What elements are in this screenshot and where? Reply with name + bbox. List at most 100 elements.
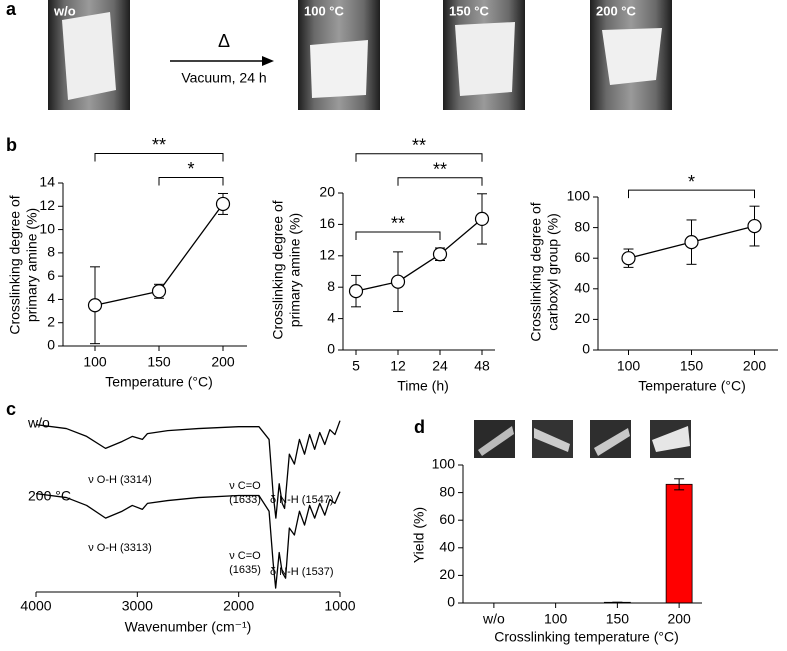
y-tick-label: 8	[47, 244, 55, 260]
y-axis-label: Crosslinking degree of	[7, 195, 23, 334]
significance-bracket	[355, 153, 483, 162]
panel-label: d	[414, 417, 425, 437]
marker	[215, 196, 231, 212]
significance-label: **	[391, 214, 405, 234]
photo-label: 200 °C	[596, 3, 637, 18]
photo	[650, 420, 691, 458]
y-tick-label: 8	[327, 278, 335, 294]
marker	[390, 274, 406, 289]
x-axis-label: Crosslinking temperature (°C)	[494, 629, 679, 645]
significance-label: **	[433, 160, 447, 180]
x-axis-label: Temperature (°C)	[638, 378, 746, 394]
photo-label: 150 °C	[449, 3, 490, 18]
line	[355, 218, 483, 292]
x-tick-label: 3000	[122, 598, 153, 614]
y-tick-label: 40	[439, 539, 455, 555]
y-tick-label: 10	[39, 220, 55, 236]
marker	[432, 247, 448, 262]
y-tick-label: 100	[567, 188, 591, 204]
y-tick-label: 0	[447, 594, 455, 610]
significance-label: *	[187, 159, 194, 179]
annotation: (1635)	[229, 564, 261, 576]
x-tick-label: 24	[432, 358, 448, 374]
arrow-label: Δ	[218, 31, 230, 51]
photo-label: w/o	[53, 3, 76, 18]
marker	[348, 284, 364, 299]
x-tick-label: 200	[211, 354, 235, 370]
significance-bracket	[628, 189, 755, 199]
x-tick-label: 12	[390, 358, 406, 374]
photo	[298, 0, 380, 110]
annotation: δ N-H (1537)	[270, 566, 334, 578]
y-tick-label: 0	[582, 341, 590, 357]
y-tick-label: 100	[432, 456, 456, 472]
y-tick-label: 0	[327, 341, 335, 357]
x-tick-label: 1000	[324, 598, 355, 614]
x-tick-label: 100	[617, 358, 641, 374]
significance-bracket	[94, 152, 224, 162]
y-tick-label: 80	[439, 483, 455, 499]
significance-label: **	[152, 135, 166, 155]
y-tick-label: 12	[39, 197, 55, 213]
x-tick-label: 2000	[223, 598, 254, 614]
marker	[747, 218, 762, 234]
photo	[590, 0, 672, 110]
x-tick-label: w/o	[482, 611, 505, 627]
marker	[151, 284, 167, 299]
y-tick-label: 4	[327, 309, 335, 325]
annotation: ν O-H (3314)	[88, 474, 152, 486]
y-axis-label: carboxyl group (%)	[545, 213, 561, 331]
photo	[48, 0, 130, 110]
arrow-caption: Vacuum, 24 h	[181, 70, 266, 86]
y-tick-label: 60	[439, 511, 455, 527]
panel-label: b	[6, 135, 17, 155]
marker	[474, 211, 490, 227]
spectrum-line	[35, 420, 341, 519]
y-tick-label: 0	[47, 337, 55, 353]
y-tick-label: 4	[47, 290, 55, 306]
significance-bracket	[158, 176, 224, 186]
y-axis-label: Crosslinking degree of	[270, 200, 286, 339]
y-axis-label: primary amine (%)	[24, 208, 40, 322]
significance-label: *	[688, 172, 695, 192]
panel-label: a	[6, 0, 17, 19]
y-tick-label: 20	[439, 566, 455, 582]
photo-label: 100 °C	[304, 3, 345, 18]
x-tick-label: 200	[667, 611, 691, 627]
photo	[443, 0, 525, 110]
x-tick-label: 150	[147, 354, 171, 370]
y-axis-label: Crosslinking degree of	[528, 202, 544, 341]
x-tick-label: 5	[352, 358, 360, 374]
x-tick-label: 100	[544, 611, 568, 627]
arrow	[170, 56, 274, 66]
significance-bracket	[397, 177, 483, 186]
y-tick-label: 14	[39, 174, 55, 190]
y-tick-label: 40	[574, 280, 590, 296]
y-axis-label: primary amine (%)	[287, 213, 303, 327]
x-axis-label: Time (h)	[397, 378, 449, 394]
x-tick-label: 4000	[20, 598, 51, 614]
annotation: (1633)	[229, 494, 261, 506]
y-tick-label: 60	[574, 249, 590, 265]
x-tick-label: 150	[680, 358, 704, 374]
y-tick-label: 80	[574, 218, 590, 234]
marker	[87, 298, 103, 313]
marker	[684, 235, 699, 250]
x-axis-label: Temperature (°C)	[105, 374, 213, 390]
annotation: ν C=O	[229, 480, 261, 492]
annotation: ν C=O	[229, 550, 261, 562]
annotation: ν O-H (3313)	[88, 542, 152, 554]
y-tick-label: 6	[47, 267, 55, 283]
x-tick-label: 150	[606, 611, 630, 627]
spectrum-line	[35, 491, 341, 589]
y-tick-label: 16	[319, 215, 335, 231]
photo	[590, 420, 631, 458]
photo	[532, 420, 573, 458]
x-tick-label: 100	[83, 354, 107, 370]
panel-label: c	[6, 399, 16, 419]
annotation: δ N-H (1547)	[270, 494, 334, 506]
significance-label: **	[412, 136, 426, 156]
x-tick-label: 48	[474, 358, 490, 374]
photo	[474, 420, 515, 458]
